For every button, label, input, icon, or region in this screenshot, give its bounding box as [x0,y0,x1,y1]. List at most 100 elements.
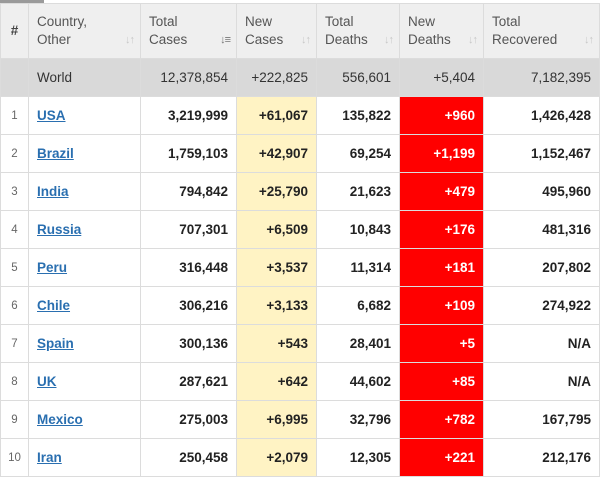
world-country-cell: World [28,58,141,97]
total-recovered-cell: 1,152,467 [483,134,600,173]
country-link[interactable]: Peru [37,260,68,275]
table-row: 1 USA 3,219,999 +61,067 135,822 +960 1,426,428 [0,96,600,135]
total-deaths-cell: 44,602 [316,362,400,401]
new-deaths-cell: +960 [399,96,484,135]
total-cases-cell: 250,458 [140,438,237,477]
sort-descending-icon: ↓≡ [220,34,231,46]
new-cases-cell: +3,133 [236,286,317,325]
country-cell: Spain [28,324,141,363]
total-recovered-cell: N/A [483,362,600,401]
total-deaths-cell: 12,305 [316,438,400,477]
country-cell: Peru [28,248,141,287]
new-deaths-cell: +5 [399,324,484,363]
total-cases-cell: 275,003 [140,400,237,439]
country-cell: Chile [28,286,141,325]
rank-cell: 9 [0,400,29,439]
world-total-row: World 12,378,854 +222,825 556,601 +5,404… [0,58,600,97]
new-deaths-cell: +85 [399,362,484,401]
header-row: # Country, Other ↓↑ Total Cases ↓≡ New Cases ↓… [0,3,600,59]
country-link[interactable]: Spain [37,336,74,351]
table-row: 9 Mexico 275,003 +6,995 32,796 +782 167,795 [0,400,600,439]
new-deaths-cell: +782 [399,400,484,439]
new-deaths-cell: +479 [399,172,484,211]
world-new-deaths-cell: +5,404 [399,58,484,97]
rank-cell: 8 [0,362,29,401]
country-link[interactable]: Brazil [37,146,74,161]
sort-icon: ↓↑ [584,34,594,46]
country-link[interactable]: Mexico [37,412,83,427]
total-recovered-cell: 495,960 [483,172,600,211]
country-cell: India [28,172,141,211]
country-link[interactable]: USA [37,108,66,123]
table-row: 8 UK 287,621 +642 44,602 +85 N/A [0,362,600,401]
header-total-recovered[interactable]: Total Recovered ↓↑ [483,3,600,59]
sort-icon: ↓↑ [301,34,311,46]
new-cases-cell: +25,790 [236,172,317,211]
country-cell: Mexico [28,400,141,439]
table-row: 6 Chile 306,216 +3,133 6,682 +109 274,922 [0,286,600,325]
new-deaths-cell: +176 [399,210,484,249]
header-country-label: Country, Other [37,14,88,47]
total-deaths-cell: 21,623 [316,172,400,211]
country-cell: Brazil [28,134,141,173]
country-cell: USA [28,96,141,135]
total-recovered-cell: 167,795 [483,400,600,439]
country-cell: Iran [28,438,141,477]
country-link[interactable]: Iran [37,450,62,465]
total-cases-cell: 1,759,103 [140,134,237,173]
header-new-cases-label: New Cases [245,14,284,47]
country-link[interactable]: UK [37,374,57,389]
world-total-deaths-cell: 556,601 [316,58,400,97]
total-recovered-cell: 1,426,428 [483,96,600,135]
header-rank[interactable]: # [0,3,29,59]
header-total-deaths[interactable]: Total Deaths ↓↑ [316,3,400,59]
new-cases-cell: +6,995 [236,400,317,439]
total-recovered-cell: 212,176 [483,438,600,477]
total-cases-cell: 306,216 [140,286,237,325]
header-total-deaths-label: Total Deaths [325,14,368,47]
header-total-recovered-label: Total Recovered [492,14,558,47]
total-deaths-cell: 10,843 [316,210,400,249]
total-cases-cell: 707,301 [140,210,237,249]
rank-cell: 1 [0,96,29,135]
total-recovered-cell: 481,316 [483,210,600,249]
rank-cell: 2 [0,134,29,173]
header-new-deaths[interactable]: New Deaths ↓↑ [399,3,484,59]
table-row: 5 Peru 316,448 +3,537 11,314 +181 207,802 [0,248,600,287]
total-cases-cell: 794,842 [140,172,237,211]
rank-cell: 7 [0,324,29,363]
header-total-cases[interactable]: Total Cases ↓≡ [140,3,237,59]
rank-cell: 6 [0,286,29,325]
header-new-deaths-label: New Deaths [408,14,451,47]
country-link[interactable]: Chile [37,298,71,313]
country-link[interactable]: Russia [37,222,82,237]
table-row: 10 Iran 250,458 +2,079 12,305 +221 212,176 [0,438,600,477]
total-recovered-cell: 207,802 [483,248,600,287]
table-row: 7 Spain 300,136 +543 28,401 +5 N/A [0,324,600,363]
new-cases-cell: +543 [236,324,317,363]
rank-cell: 4 [0,210,29,249]
total-recovered-cell: N/A [483,324,600,363]
covid-stats-table: # Country, Other ↓↑ Total Cases ↓≡ New Cases ↓… [0,3,600,477]
country-link[interactable]: India [37,184,69,199]
new-cases-cell: +3,537 [236,248,317,287]
new-cases-cell: +61,067 [236,96,317,135]
world-total-cases-cell: 12,378,854 [140,58,237,97]
total-cases-cell: 287,621 [140,362,237,401]
header-rank-label: # [10,23,19,38]
header-country[interactable]: Country, Other ↓↑ [28,3,141,59]
world-new-cases-cell: +222,825 [236,58,317,97]
total-deaths-cell: 11,314 [316,248,400,287]
total-cases-cell: 300,136 [140,324,237,363]
new-deaths-cell: +181 [399,248,484,287]
header-new-cases[interactable]: New Cases ↓↑ [236,3,317,59]
total-deaths-cell: 135,822 [316,96,400,135]
table-row: 2 Brazil 1,759,103 +42,907 69,254 +1,199 1,152… [0,134,600,173]
new-cases-cell: +2,079 [236,438,317,477]
total-deaths-cell: 32,796 [316,400,400,439]
total-deaths-cell: 28,401 [316,324,400,363]
top-divider [0,0,44,3]
table-row: 3 India 794,842 +25,790 21,623 +479 495,960 [0,172,600,211]
table-row: 4 Russia 707,301 +6,509 10,843 +176 481,316 [0,210,600,249]
sort-icon: ↓↑ [468,34,478,46]
